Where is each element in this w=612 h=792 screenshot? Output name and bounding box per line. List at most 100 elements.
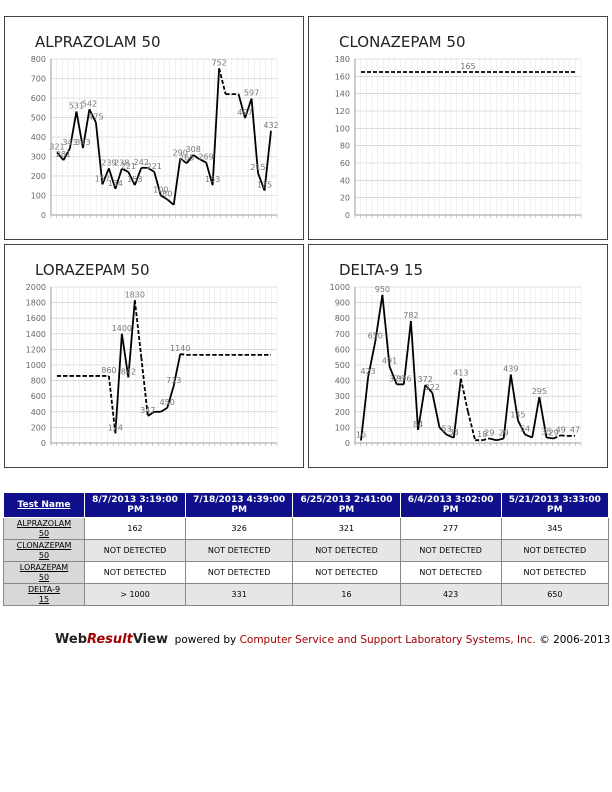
results-table: Test Name 8/7/2013 3:19:00 PM 7/18/2013 … [3,492,610,606]
series-line-segment [263,130,272,191]
date-header[interactable]: 6/4/2013 3:02:00 PM [399,492,502,518]
series-line-segment [257,172,266,191]
series-line-segment [160,194,168,201]
series-line-segment [452,378,462,438]
series-line-segment [147,167,155,173]
y-tick-label: 1400 [26,330,46,339]
date-header[interactable]: 7/18/2013 4:39:00 PM [185,492,294,518]
y-tick-label: 200 [335,408,350,417]
data-label: 35 [541,428,551,437]
y-tick-label: 900 [335,299,350,308]
result-cell: NOT DETECTED [500,561,610,584]
test-cutoff: 50 [38,572,50,582]
data-label: 125 [257,181,272,190]
data-label: 165 [460,62,475,71]
date-header[interactable]: 5/21/2013 3:33:00 PM [500,492,610,518]
table-row: LORAZEPAM 50 NOT DETECTED NOT DETECTED NO… [3,561,610,584]
test-name-link[interactable]: LORAZEPAM 50 [3,561,85,584]
data-label: 343 [62,138,77,147]
test-name: CLONAZEPAM [16,540,72,550]
result-cell: 16 [292,583,401,606]
result-cell: NOT DETECTED [185,561,294,584]
data-label: 29 [484,428,494,437]
series-line-segment [360,376,370,441]
date-header[interactable]: 6/25/2013 2:41:00 PM [292,492,401,518]
series-line-segment [502,374,512,439]
data-label: 29 [499,428,509,437]
result-cell: 321 [292,517,401,540]
y-tick-label: 0 [41,439,46,448]
data-label: 531 [69,101,84,110]
result-cell: NOT DETECTED [500,539,610,562]
data-label: 376 [389,374,404,383]
series-line-segment [410,320,419,430]
result-cell: 326 [185,517,294,540]
result-cell: > 1000 [83,583,187,606]
series-line-segment [237,93,246,119]
data-label: 322 [425,383,440,392]
chart-svg-lorazepam: LORAZEPAM 50 0 200 400 600 800 1000 1200 1400 160… [26,261,278,448]
series-line-segment [402,320,412,385]
series-line-segment [140,357,149,417]
series-line-segment [114,168,123,190]
result-cell: 331 [185,583,294,606]
y-tick-label: 40 [340,176,350,185]
y-tick-label: 400 [335,377,350,386]
series-line-segment [517,419,526,435]
data-label: 18 [477,430,487,439]
series-line-segment [250,98,259,174]
series-line-segment [367,341,377,378]
y-tick-label: 20 [340,194,350,203]
data-label: 80 [162,189,172,198]
series-line-segment [374,294,384,342]
y-tick-label: 500 [31,114,46,123]
results-header-row: Test Name 8/7/2013 3:19:00 PM 7/18/2013 … [3,492,610,518]
series-line-segment [153,171,162,196]
data-label: 153 [205,175,220,184]
test-name-link[interactable]: ALPRAZOLAM 50 [3,517,85,540]
test-name-link[interactable]: DELTA-9 15 [3,583,85,606]
data-label: 347 [140,406,155,415]
y-tick-label: 160 [335,72,350,81]
series-line-segment [172,158,182,205]
data-label: 752 [211,58,226,67]
data-label: 29 [549,428,559,437]
result-cell: NOT DETECTED [399,539,502,562]
y-tick-label: 140 [335,90,350,99]
series-line-segment [114,333,123,434]
y-tick-label: 700 [31,75,46,84]
test-cutoff: 50 [38,528,50,538]
data-label: 842 [121,367,136,376]
data-label: 242 [134,158,149,167]
chart-panel-alprazolam: ALPRAZOLAM 50 0 100 200 300 400 500 600 700 800 32… [4,16,304,240]
brand-view: View [132,632,168,647]
result-cell: NOT DETECTED [292,539,401,562]
data-label: 439 [503,365,518,374]
series-line-segment [121,167,129,173]
data-label: 157 [95,174,110,183]
y-tick-label: 100 [335,423,350,432]
y-tick-label: 120 [335,107,350,116]
test-name-link[interactable]: CLONAZEPAM 50 [3,539,85,562]
brand-logo[interactable]: WebResultView [55,632,168,647]
y-tick-label: 60 [340,159,350,168]
result-cell: 345 [500,517,610,540]
y-tick-label: 100 [31,192,46,201]
org-link[interactable]: Computer Service and Support Laboratory … [239,634,536,646]
test-name-header[interactable]: Test Name [3,492,85,518]
y-tick-label: 100 [335,124,350,133]
test-name: LORAZEPAM [19,562,69,572]
data-label: 84 [413,420,423,429]
powered-by-text: powered by [174,634,237,646]
series-line-segment [424,384,433,394]
data-label: 542 [82,99,97,108]
data-label: 950 [375,285,390,294]
series-line-segment [133,167,143,186]
data-label: 54 [520,425,530,434]
y-tick-label: 0 [41,211,46,220]
y-tick-label: 700 [335,330,350,339]
data-label: 343 [75,138,90,147]
series-line-segment [180,353,187,356]
series-line-segment [531,396,541,438]
date-header[interactable]: 8/7/2013 3:19:00 PM [83,492,187,518]
